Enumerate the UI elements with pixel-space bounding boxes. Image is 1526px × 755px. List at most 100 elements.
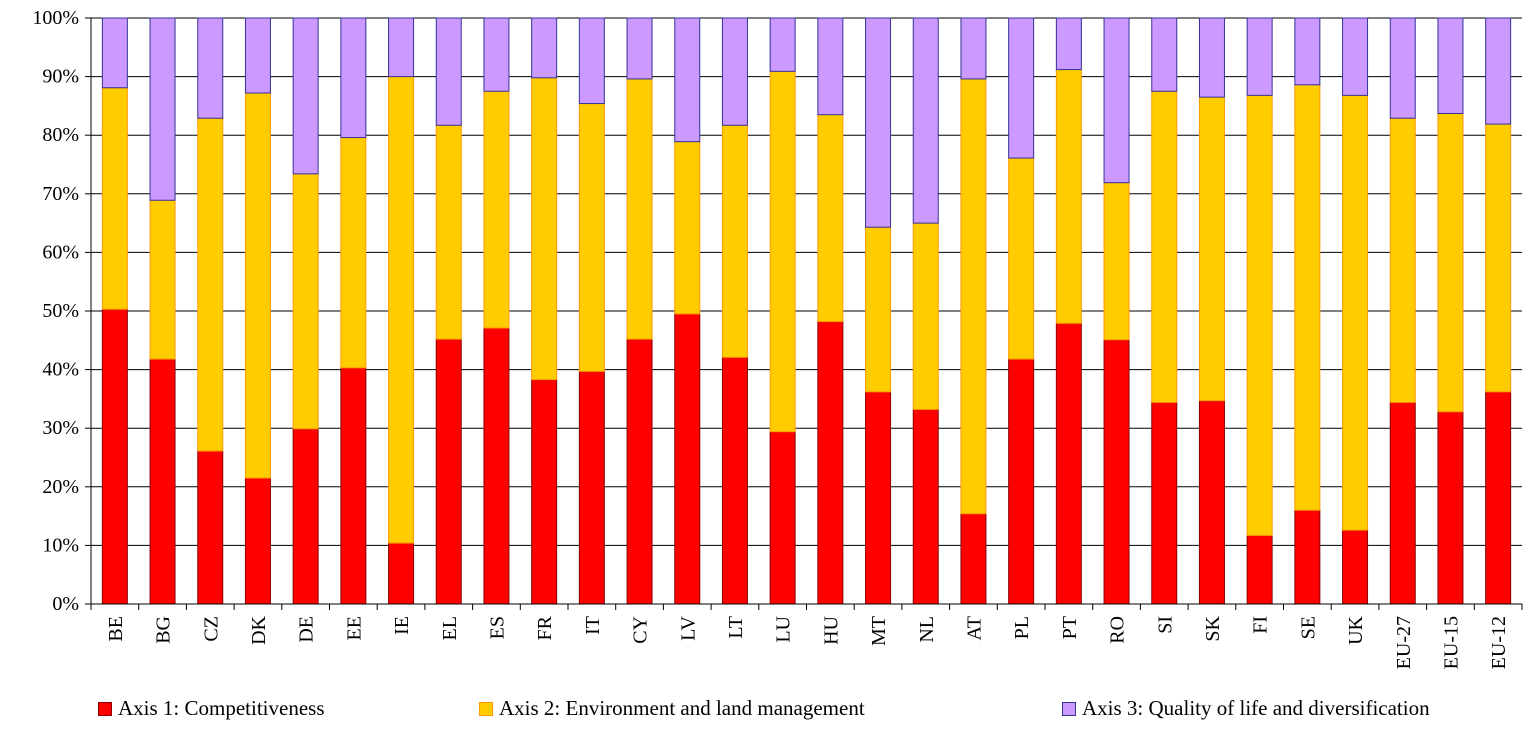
axis-2-bar-sk [1198,96,1225,402]
axis-3-bar-be [101,17,128,89]
axis-2-bar-ie [388,76,415,544]
axis-3-bar-pl [1008,17,1035,159]
axis-2-bar-pl [1008,157,1035,360]
axis-2-bar-at [960,78,987,515]
x-tick-label: SI [1154,616,1176,634]
x-tick-label: MT [868,616,890,646]
legend-item-axis-2: Axis 2: Environment and land management [479,696,865,721]
x-tick-label: ES [486,616,508,639]
axis-2-bar-fi [1246,94,1273,536]
x-tick-label: LU [773,615,795,642]
axis-1-bar-es [483,327,510,605]
axis-1-bar-el [435,338,462,605]
axis-2-bar-mt [865,226,892,393]
x-tick-label: SK [1202,615,1224,641]
axis-1-bar-eu-15 [1437,411,1464,605]
axis-2-bar-fr [531,77,558,381]
axis-3-bar-sk [1198,17,1225,98]
axis-1-bar-mt [865,391,892,605]
axis-2-bar-nl [912,222,939,410]
axis-1-bar-nl [912,408,939,605]
x-tick-label: AT [963,616,985,640]
legend-label-axis-1: Axis 1: Competitiveness [118,696,325,720]
axis-3-bar-uk [1342,17,1369,96]
axis-2-bar-lt [721,124,748,358]
axis-2-bar-de [292,173,319,430]
axis-3-bar-cz [197,17,224,119]
axis-2-bar-uk [1342,94,1369,531]
axis-1-bar-pl [1008,358,1035,605]
y-tick-label: 70% [42,183,79,205]
axis-1-bar-lt [721,356,748,605]
y-tick-label: 60% [42,241,79,263]
x-tick-label: CZ [200,616,222,642]
axis-1-bar-ro [1103,339,1130,605]
axis-2-bar-se [1294,84,1321,511]
axis-3-bar-ro [1103,17,1130,184]
axis-3-bar-eu-27 [1389,17,1416,119]
x-tick-label: LT [725,616,747,639]
axis-1-bar-eu-12 [1485,391,1512,605]
axis-1-bar-pt [1055,322,1082,605]
axis-2-bar-be [101,87,128,310]
x-tick-label: IT [582,616,604,635]
axis-3-bar-eu-15 [1437,17,1464,115]
axis-3-bar-el [435,17,462,126]
axis-1-bar-si [1151,401,1178,605]
axis-2-bar-ee [340,137,367,369]
y-tick-label: 80% [42,124,79,146]
x-tick-label: EU-15 [1440,616,1462,669]
axis-1-bar-lu [769,431,796,605]
axis-2-bar-cy [626,78,653,340]
axis-3-bar-de [292,17,319,175]
x-tick-label: DE [296,616,318,643]
x-tick-label: BE [105,616,127,642]
axis-3-bar-lu [769,17,796,72]
axis-3-bar-cy [626,17,653,80]
axis-3-bar-ee [340,17,367,139]
legend-item-axis-1: Axis 1: Competitiveness [98,696,325,721]
axis-3-bar-mt [865,17,892,228]
axis-2-bar-si [1151,90,1178,403]
axis-2-bar-lv [674,141,701,315]
axis-2-bar-es [483,90,510,329]
x-tick-label: NL [916,616,938,643]
axis-1-bar-fi [1246,534,1273,605]
axis-2-bar-ro [1103,182,1130,341]
axis-3-bar-hu [817,17,844,116]
axis-2-bar-el [435,124,462,340]
x-tick-label: FI [1250,616,1272,634]
axis-2-bar-eu-15 [1437,113,1464,413]
axis-3-bar-dk [244,17,271,94]
axis-1-bar-uk [1342,529,1369,605]
axis-1-bar-de [292,428,319,605]
x-tick-label: UK [1345,615,1367,644]
axis-2-bar-bg [149,199,176,360]
axis-2-bar-eu-27 [1389,117,1416,403]
x-tick-label: EL [439,616,461,640]
axis-1-bar-cy [626,338,653,605]
y-tick-label: 20% [42,476,79,498]
axis-1-bar-be [101,308,128,605]
axis-2-bar-lu [769,70,796,433]
y-tick-label: 0% [52,593,79,615]
legend-swatch-axis-3 [1062,701,1076,716]
axis-3-bar-lt [721,17,748,126]
axis-1-bar-ie [388,542,415,605]
axis-3-bar-nl [912,17,939,224]
axis-1-bar-fr [531,379,558,605]
x-tick-label: CY [630,616,652,644]
y-tick-label: 10% [42,534,79,556]
axis-1-bar-eu-27 [1389,401,1416,605]
y-tick-label: 100% [32,7,79,29]
axis-3-bar-es [483,17,510,92]
x-tick-label: EU-27 [1393,616,1415,669]
axis-3-bar-at [960,17,987,80]
axis-3-bar-eu-12 [1485,17,1512,125]
axis-3-bar-pt [1055,17,1082,71]
legend-swatch-axis-1 [98,701,112,716]
axis-3-bar-bg [149,17,176,201]
x-tick-label: IE [391,616,413,635]
axis-3-bar-fr [531,17,558,79]
axis-1-bar-cz [197,450,224,605]
